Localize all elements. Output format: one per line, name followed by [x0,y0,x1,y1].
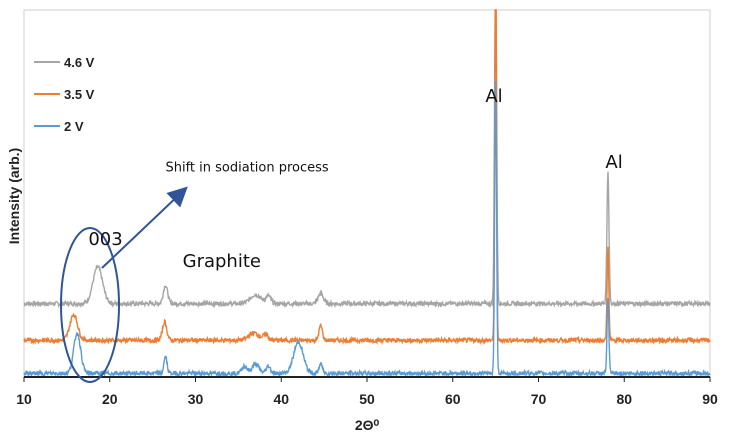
x-tick-label: 30 [188,391,204,407]
legend: 4.6 V 3.5 V 2 V [34,55,95,134]
shift-arrow [101,186,188,269]
annotation-label: Graphite [183,251,261,272]
series-line-1 [23,9,711,346]
series-line-2 [23,81,711,379]
series-layer [23,9,711,379]
legend-label: 2 V [64,119,84,134]
x-tick-label: 10 [16,391,32,407]
x-tick-label: 40 [273,391,289,407]
x-tick-label: 70 [531,391,547,407]
annotation-label: 003 [88,229,122,250]
x-tick-label: 90 [702,391,718,407]
y-axis-title: Intensity (arb.) [6,148,22,244]
annotations: 003 Graphite Al Al Shift in sodiation proces… [88,86,622,272]
annotation-label: Shift in sodiation process [165,160,328,175]
annotation-label: Al [605,152,622,173]
legend-label: 3.5 V [64,87,95,102]
annotation-label: Al [485,86,502,107]
legend-label: 4.6 V [64,55,95,70]
x-tick-label: 20 [102,391,118,407]
x-tick-label: 60 [445,391,461,407]
shift-highlight-ellipse [60,227,120,383]
x-tick-label: 50 [359,391,375,407]
x-ticks: 10 20 30 40 50 60 70 80 90 [16,377,718,407]
series-line-0 [23,9,711,309]
x-tick-label: 80 [616,391,632,407]
x-axis-title: 2Θ⁰ [355,417,380,433]
